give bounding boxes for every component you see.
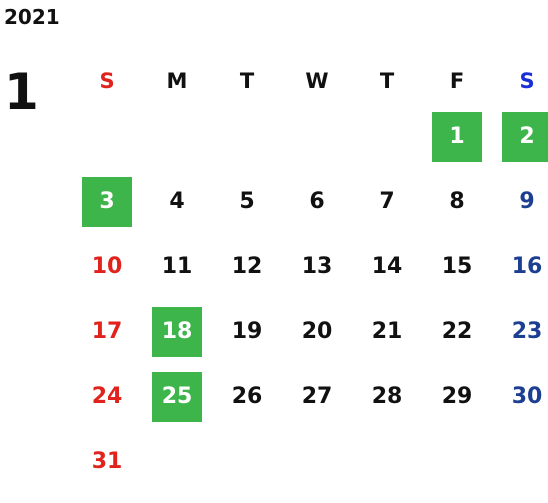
calendar-day-12[interactable]: 12 [212,234,282,299]
calendar-empty-cell [142,104,212,169]
calendar-day-number: 13 [301,254,333,279]
calendar-day-number: 24 [91,384,123,409]
weekday-header-sunday: S [99,69,115,93]
calendar-empty-cell [72,104,142,169]
weekday-header-friday: F [449,69,465,93]
calendar-day-number: 11 [161,254,193,279]
calendar-day-number: 17 [91,319,123,344]
calendar-day-number: 4 [169,189,185,214]
calendar-day-18[interactable]: 18 [142,299,212,364]
calendar-day-number: 7 [379,189,395,214]
weekday-header-saturday: S [519,69,535,93]
calendar-day-24[interactable]: 24 [72,364,142,429]
calendar-day-2[interactable]: 2 [492,104,548,169]
calendar-day-number: 25 [152,371,202,422]
calendar-grid: S M T W T F S 1 2 3 4 5 6 7 8 9 10 11 12 13 14 15 16 17 1… [72,58,548,494]
calendar-day-5[interactable]: 5 [212,169,282,234]
calendar-day-number: 1 [432,111,482,162]
calendar-day-17[interactable]: 17 [72,299,142,364]
calendar-day-number: 23 [511,319,543,344]
calendar-day-number: 30 [511,384,543,409]
calendar-day-number: 5 [239,189,255,214]
calendar-day-6[interactable]: 6 [282,169,352,234]
calendar-day-8[interactable]: 8 [422,169,492,234]
calendar-day-29[interactable]: 29 [422,364,492,429]
weekday-header-wednesday: W [305,69,329,93]
calendar-day-1[interactable]: 1 [422,104,492,169]
calendar-day-23[interactable]: 23 [492,299,548,364]
calendar-day-26[interactable]: 26 [212,364,282,429]
calendar-day-number: 18 [152,306,202,357]
calendar-day-11[interactable]: 11 [142,234,212,299]
calendar-day-number: 6 [309,189,325,214]
calendar-day-14[interactable]: 14 [352,234,422,299]
calendar-day-number: 2 [502,111,548,162]
calendar-day-number: 10 [91,254,123,279]
calendar-day-3[interactable]: 3 [72,169,142,234]
calendar-day-number: 3 [82,176,132,227]
calendar-empty-cell [212,104,282,169]
calendar-day-27[interactable]: 27 [282,364,352,429]
calendar-day-30[interactable]: 30 [492,364,548,429]
weekday-header-thursday: T [379,69,395,93]
calendar-day-number: 28 [371,384,403,409]
calendar-day-number: 19 [231,319,263,344]
calendar-day-number: 31 [91,449,123,474]
calendar-day-number: 26 [231,384,263,409]
calendar-empty-cell [352,104,422,169]
calendar-day-28[interactable]: 28 [352,364,422,429]
calendar-month: 1 [4,63,39,121]
calendar-day-20[interactable]: 20 [282,299,352,364]
calendar-day-number: 20 [301,319,333,344]
calendar-day-number: 22 [441,319,473,344]
calendar-day-10[interactable]: 10 [72,234,142,299]
calendar-day-number: 27 [301,384,333,409]
calendar-day-number: 29 [441,384,473,409]
calendar-day-7[interactable]: 7 [352,169,422,234]
calendar-day-31[interactable]: 31 [72,429,142,494]
calendar-day-4[interactable]: 4 [142,169,212,234]
calendar-day-15[interactable]: 15 [422,234,492,299]
calendar-day-number: 14 [371,254,403,279]
weekday-header-monday: M [166,69,188,93]
calendar-day-number: 16 [511,254,543,279]
calendar-day-number: 21 [371,319,403,344]
calendar-day-13[interactable]: 13 [282,234,352,299]
calendar-day-16[interactable]: 16 [492,234,548,299]
calendar-day-25[interactable]: 25 [142,364,212,429]
calendar-year: 2021 [4,5,60,29]
calendar-day-9[interactable]: 9 [492,169,548,234]
calendar-day-number: 8 [449,189,465,214]
calendar-day-21[interactable]: 21 [352,299,422,364]
calendar-day-number: 9 [519,189,535,214]
calendar-empty-cell [282,104,352,169]
weekday-header-tuesday: T [239,69,255,93]
calendar-day-22[interactable]: 22 [422,299,492,364]
calendar-day-19[interactable]: 19 [212,299,282,364]
calendar-day-number: 15 [441,254,473,279]
calendar-day-number: 12 [231,254,263,279]
